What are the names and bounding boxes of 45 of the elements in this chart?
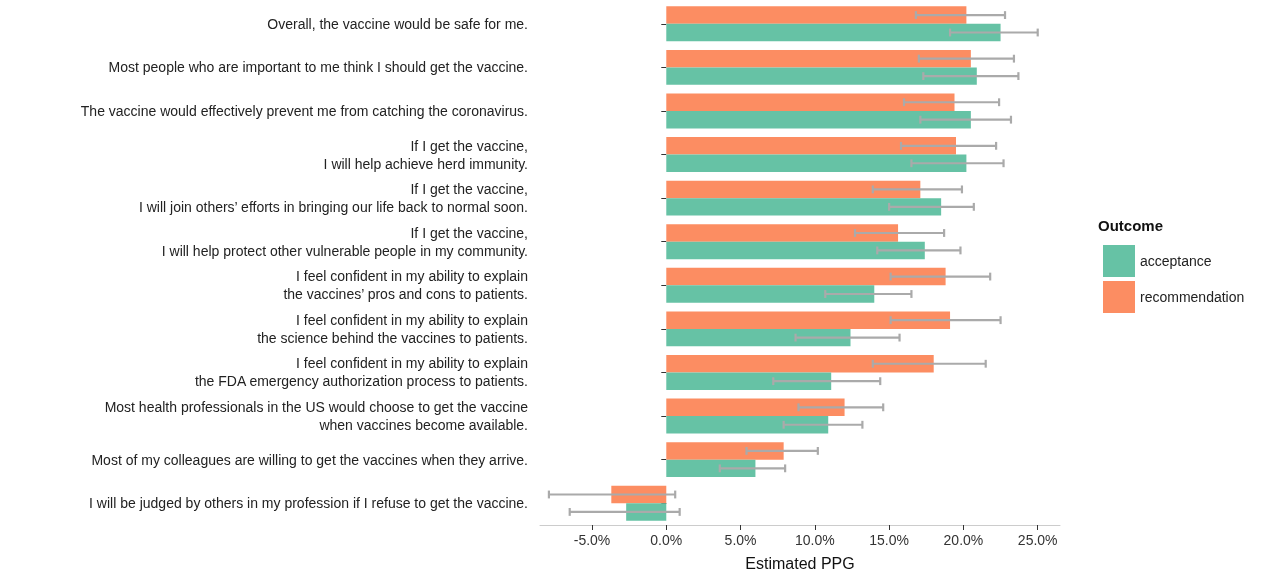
bar (666, 442, 784, 460)
legend-label: recommendation (1140, 289, 1245, 305)
y-tick-label: I will be judged by others in my profession if I refuse to get the vaccine. (89, 495, 528, 512)
y-tick-label: Overall, the vaccine would be safe for me. (267, 15, 528, 32)
bar (666, 285, 875, 303)
bar (666, 416, 829, 434)
bar (666, 67, 977, 85)
y-tick-label: If I get the vaccine, I will help protect other vulnerable people in my community. (161, 224, 528, 259)
legend-title: Outcome (1098, 217, 1164, 234)
bar (666, 267, 946, 286)
x-tick-label: 5.0% (724, 532, 757, 548)
y-tick-label: If I get the vaccine, I will help achieve herd immunity. (323, 137, 528, 172)
y-tick-label: If I get the vaccine, I will join others’ efforts in bringing our life back to normal soon. (138, 181, 528, 216)
bar (666, 198, 942, 216)
y-tick-label: The vaccine would effectively prevent me from catching the coronavirus. (80, 102, 528, 119)
bar (666, 224, 899, 242)
y-tick-label: Most health professionals in the US would choose to get the vaccine when vaccines become available. (104, 399, 529, 434)
legend-label: acceptance (1140, 253, 1212, 269)
bar (666, 241, 925, 260)
bar (666, 154, 967, 172)
bar (666, 180, 921, 199)
bar (666, 23, 1001, 42)
x-tick-label: 25.0% (1017, 532, 1058, 548)
y-tick-label: I feel confident in my ability to explain the FDA emergency authorization process to patients. (194, 355, 528, 390)
bar (666, 137, 956, 155)
x-tick-label: -5.0% (573, 532, 611, 548)
bar (666, 355, 934, 373)
bar (666, 93, 955, 111)
y-tick-label: I feel confident in my ability to explain the science behind the vaccines to patients. (257, 311, 528, 346)
x-tick-label: 20.0% (943, 532, 984, 548)
bar (666, 459, 756, 478)
bar (666, 110, 971, 129)
x-tick-label: 0.0% (650, 532, 683, 548)
bar (666, 372, 832, 390)
y-tick-label: Most people who are important to me think I should get the vaccine. (108, 59, 528, 76)
y-tick-label: Most of my colleagues are willing to get the vaccines when they arrive. (91, 451, 528, 468)
bar (666, 328, 851, 347)
bar (666, 6, 967, 24)
bar (666, 49, 971, 68)
x-tick-label: 15.0% (869, 532, 909, 548)
bar (666, 398, 845, 417)
y-tick-label: I feel confident in my ability to explain the vaccines’ pros and cons to patients. (283, 268, 528, 303)
x-axis-title: Estimated PPG (745, 554, 855, 572)
x-tick-label: 10.0% (795, 532, 835, 548)
bar (666, 311, 951, 329)
